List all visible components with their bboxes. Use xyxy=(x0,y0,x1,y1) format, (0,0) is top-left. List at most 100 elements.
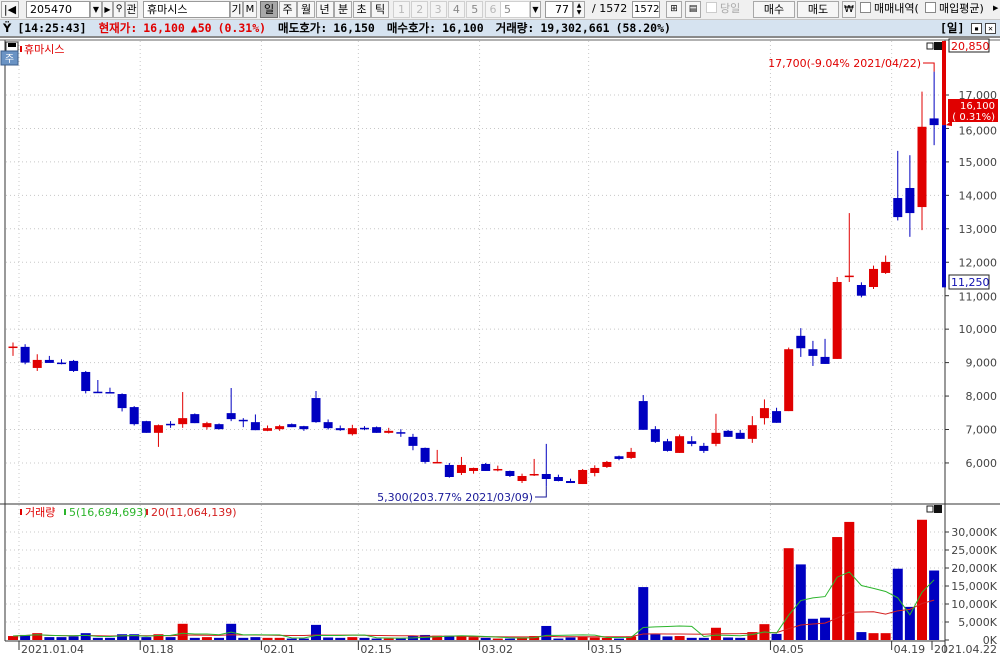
candle-body xyxy=(153,425,163,433)
volume-bar xyxy=(674,636,685,640)
volume-bar xyxy=(747,632,758,640)
volume-tick-label: 15,000K xyxy=(951,580,997,593)
more-arrow-icon[interactable]: ▶ xyxy=(993,4,999,12)
quote-time: [14:25:43] xyxy=(17,21,87,35)
number-button[interactable]: 5 xyxy=(466,1,484,18)
settings-wrench-icon[interactable]: Ÿ xyxy=(3,21,12,35)
candle-body xyxy=(56,362,66,365)
volume-bar xyxy=(311,624,321,640)
m-button[interactable]: M xyxy=(243,1,257,18)
gi-button[interactable]: 기 xyxy=(230,1,243,18)
code-dropdown-icon[interactable]: ▼ xyxy=(90,1,102,18)
ask-price: 16,150 xyxy=(333,21,375,35)
volume-bar xyxy=(832,537,843,640)
volume-tick-label: 20,000K xyxy=(951,562,997,575)
volume-bar xyxy=(286,638,297,640)
interval-select[interactable]: 5 xyxy=(500,1,530,18)
candle-body xyxy=(117,394,127,409)
volume-bar xyxy=(868,633,879,640)
trade-history-checkbox[interactable]: 매매내역( xyxy=(860,1,924,18)
candle-body xyxy=(590,467,600,473)
avg-buy-checkbox[interactable]: 매입평균) xyxy=(925,1,993,18)
number-button[interactable]: 3 xyxy=(429,1,447,18)
first-record-icon[interactable]: |◀ xyxy=(1,1,19,18)
volume-tick-label: 10,000K xyxy=(951,598,997,611)
upper-limit-bar xyxy=(942,41,946,126)
candle-body xyxy=(869,268,879,288)
period-tab[interactable]: 일 xyxy=(260,1,278,18)
today-checkbox[interactable]: 당일 xyxy=(706,1,751,18)
related-button[interactable]: 관 xyxy=(125,1,138,18)
period-tab[interactable]: 틱 xyxy=(371,1,389,18)
total-count: / 1572 xyxy=(592,2,628,15)
candle-body xyxy=(772,411,782,423)
quote-info-flow: Ÿ [14:25:43] 현재가: 16,100 ▲50 (0.31%) 매도호… xyxy=(3,20,671,37)
candle-body xyxy=(626,451,636,458)
candle-body xyxy=(614,456,624,459)
volume-bar xyxy=(686,637,697,640)
save-icon[interactable]: ▤ xyxy=(685,1,701,18)
lower-limit-bar xyxy=(942,125,946,288)
volume-bar xyxy=(129,634,140,640)
volume-bar xyxy=(395,638,406,640)
ma5-line xyxy=(12,571,935,639)
candle-body xyxy=(32,359,42,368)
ma5-legend-marker xyxy=(64,509,66,515)
volume-moving-averages xyxy=(12,571,935,639)
price-tick-label: 11,000 xyxy=(959,291,998,304)
period-tab[interactable]: 년 xyxy=(315,1,334,18)
stock-name-input[interactable]: 휴마시스 xyxy=(143,1,230,18)
volume-bar xyxy=(335,637,346,640)
volume-legend: 거래량 xyxy=(25,506,55,519)
date-label: 02.01 xyxy=(263,643,295,653)
count-spinner[interactable]: ▲ ▼ xyxy=(573,1,585,18)
candle-body xyxy=(69,360,79,371)
search-icon[interactable]: ⚲ xyxy=(113,1,125,18)
stock-code-input[interactable]: 205470 xyxy=(26,1,90,18)
number-button[interactable]: 2 xyxy=(411,1,429,18)
volume-bar xyxy=(68,636,79,640)
date-label: 03.02 xyxy=(482,643,514,653)
tab-week-button[interactable] xyxy=(0,50,19,66)
won-button[interactable]: ₩ xyxy=(842,1,856,18)
number-button[interactable]: 4 xyxy=(447,1,465,18)
volume-bar xyxy=(517,637,528,640)
volume-bar xyxy=(856,632,867,640)
total-input[interactable]: 1572 xyxy=(632,1,660,18)
close-icon[interactable]: ✕ xyxy=(985,23,996,34)
volume-bar xyxy=(80,633,91,640)
period-tab[interactable]: 분 xyxy=(334,1,352,18)
candle-body xyxy=(747,425,757,439)
number-button[interactable]: 6 xyxy=(484,1,502,18)
volume-legend-marker xyxy=(20,509,22,515)
number-button[interactable]: 1 xyxy=(393,1,410,18)
period-tab[interactable]: 초 xyxy=(352,1,371,18)
buy-button[interactable]: 매수 xyxy=(753,1,795,18)
axes: 6,000 7,000 8,000 9,000 10,000 11,000 12,000 13… xyxy=(0,39,1000,653)
volume-pane-maximize-icon[interactable] xyxy=(926,505,934,513)
count-input[interactable]: 77 xyxy=(545,1,573,18)
price-pane-maximize-icon[interactable] xyxy=(926,42,934,50)
volume-bar xyxy=(807,618,818,640)
price-pane-close-icon[interactable] xyxy=(934,42,942,50)
candle-body xyxy=(602,461,612,467)
stock-chart[interactable]: 6,000 7,000 8,000 9,000 10,000 11,000 12,000 13… xyxy=(0,38,1000,653)
quote-info-bar: Ÿ [14:25:43] 현재가: 16,100 ▲50 (0.31%) 매도호… xyxy=(0,20,1000,38)
volume-pane-close-icon[interactable] xyxy=(934,505,942,513)
period-tab[interactable]: 월 xyxy=(297,1,315,18)
next-icon[interactable]: ▶ xyxy=(102,1,113,18)
interval-dropdown-icon[interactable]: ▼ xyxy=(530,1,541,18)
volume-bar xyxy=(650,634,661,640)
sell-button[interactable]: 매도 xyxy=(797,1,839,18)
maximize-icon[interactable]: ▪ xyxy=(971,23,982,34)
current-price-tag: 16,100 xyxy=(960,101,995,112)
current-price: 16,100 xyxy=(143,21,185,35)
volume-bar xyxy=(783,548,794,640)
bid-label: 매수호가: xyxy=(386,21,437,35)
lower-limit-price: 11,250 xyxy=(951,276,990,289)
candle-body xyxy=(844,275,854,278)
period-tab[interactable]: 주 xyxy=(278,1,297,18)
add-chart-icon[interactable]: ⊞ xyxy=(666,1,682,18)
volume-tick-label: 0K xyxy=(983,634,998,647)
